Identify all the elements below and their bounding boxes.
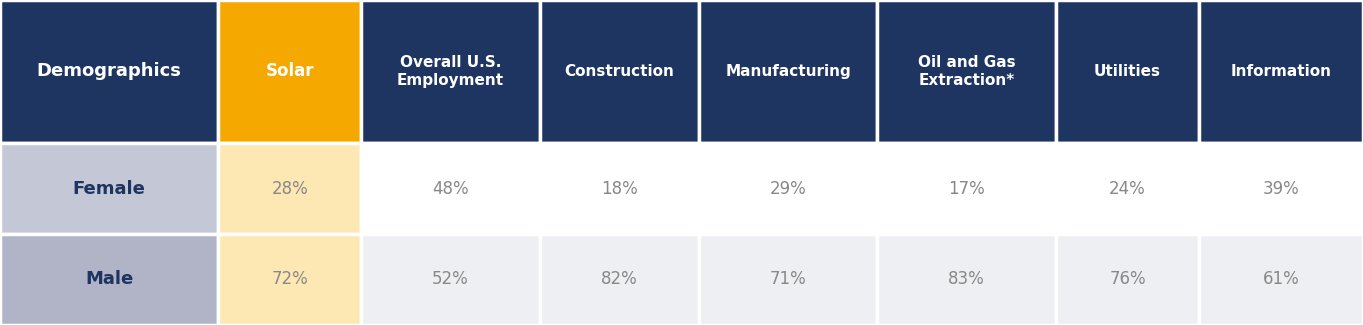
FancyBboxPatch shape (699, 234, 878, 325)
Text: 61%: 61% (1262, 270, 1299, 289)
FancyBboxPatch shape (218, 0, 361, 143)
Text: Information: Information (1231, 64, 1332, 79)
Text: 83%: 83% (949, 270, 985, 289)
FancyBboxPatch shape (361, 234, 540, 325)
FancyBboxPatch shape (361, 143, 540, 234)
FancyBboxPatch shape (1199, 0, 1363, 143)
FancyBboxPatch shape (0, 234, 218, 325)
FancyBboxPatch shape (1056, 143, 1199, 234)
Text: 52%: 52% (432, 270, 469, 289)
Text: Utilities: Utilities (1094, 64, 1161, 79)
Text: 28%: 28% (271, 179, 308, 198)
FancyBboxPatch shape (1056, 0, 1199, 143)
FancyBboxPatch shape (1056, 234, 1199, 325)
Text: 48%: 48% (432, 179, 469, 198)
FancyBboxPatch shape (1199, 234, 1363, 325)
Text: Construction: Construction (564, 64, 675, 79)
FancyBboxPatch shape (0, 143, 218, 234)
Text: Male: Male (85, 270, 134, 289)
FancyBboxPatch shape (540, 234, 699, 325)
Text: Female: Female (72, 179, 146, 198)
Text: Demographics: Demographics (37, 62, 181, 81)
Text: Solar: Solar (266, 62, 313, 81)
Text: 18%: 18% (601, 179, 638, 198)
FancyBboxPatch shape (0, 0, 218, 143)
Text: 82%: 82% (601, 270, 638, 289)
FancyBboxPatch shape (878, 234, 1056, 325)
FancyBboxPatch shape (699, 0, 878, 143)
Text: Overall U.S.
Employment: Overall U.S. Employment (397, 55, 504, 88)
FancyBboxPatch shape (540, 0, 699, 143)
FancyBboxPatch shape (878, 143, 1056, 234)
Text: 39%: 39% (1262, 179, 1299, 198)
Text: 76%: 76% (1109, 270, 1146, 289)
FancyBboxPatch shape (878, 0, 1056, 143)
FancyBboxPatch shape (361, 0, 540, 143)
Text: 72%: 72% (271, 270, 308, 289)
FancyBboxPatch shape (540, 143, 699, 234)
FancyBboxPatch shape (699, 143, 878, 234)
FancyBboxPatch shape (218, 143, 361, 234)
Text: Manufacturing: Manufacturing (725, 64, 851, 79)
Text: 71%: 71% (770, 270, 807, 289)
FancyBboxPatch shape (218, 234, 361, 325)
Text: 17%: 17% (949, 179, 985, 198)
Text: 29%: 29% (770, 179, 807, 198)
Text: 24%: 24% (1109, 179, 1146, 198)
FancyBboxPatch shape (1199, 143, 1363, 234)
Text: Oil and Gas
Extraction*: Oil and Gas Extraction* (917, 55, 1015, 88)
